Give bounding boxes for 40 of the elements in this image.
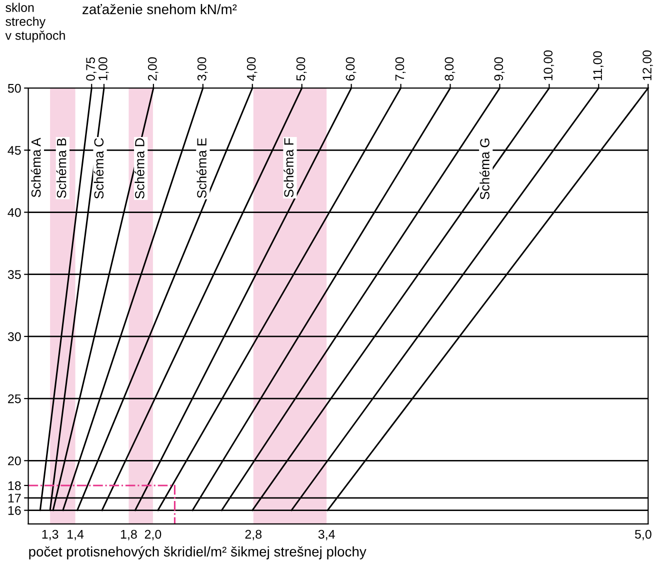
y-tick-label: 25 (8, 394, 21, 404)
y-tick-label: 16 (8, 506, 21, 515)
y-tick-label: 50 (8, 84, 21, 93)
x-tick-label: 0,75 (86, 57, 96, 81)
annotation: 1,4 (68, 530, 84, 540)
y-tick-label: 40 (8, 208, 21, 217)
x-tick-label: 3,00 (197, 57, 208, 81)
annotation: Schéma B (56, 138, 66, 198)
annotation: Schéma A (30, 138, 41, 198)
x-tick-label: 2,00 (148, 57, 158, 81)
annotation: 5,0 (634, 530, 652, 540)
y-tick-label: 45 (8, 146, 21, 155)
annotation: Schéma C (94, 138, 104, 199)
annotation: 3,4 (318, 530, 335, 540)
y-tick-label: 17 (8, 494, 21, 502)
y-tick-label: 35 (8, 270, 21, 280)
y-tick-label: 30 (8, 332, 21, 342)
text: počet protisnehových škridiel/m² šikmej strešnej plochy (29, 546, 366, 560)
x-tick-label: 5,00 (296, 57, 307, 81)
annotation: 2,0 (144, 530, 162, 540)
y-tick-label: 20 (8, 456, 21, 466)
x-tick-label: 7,00 (395, 57, 406, 80)
x-tick-label: 8,00 (444, 57, 456, 81)
annotation: Schéma E (196, 138, 206, 198)
x-tick-label: 10,00 (544, 50, 554, 80)
annotation: 1,3 (42, 530, 58, 540)
x-tick-label: 11,00 (593, 51, 604, 80)
x-tick-label: 9,00 (494, 57, 505, 81)
y-tick-label: 18 (8, 481, 21, 490)
annotation: Schéma D (134, 138, 144, 199)
x-tick-label: 6,00 (346, 57, 356, 80)
x-tick-label: 12,00 (642, 50, 653, 80)
x-tick-label: 1,00 (98, 57, 109, 80)
x-tick-label: 4,00 (246, 57, 258, 81)
annotation: 1,8 (120, 530, 137, 540)
annotation: Schéma F (284, 138, 294, 198)
annotation: Schéma G (480, 138, 490, 200)
x-axis-title: zaťaženie snehom kN/m² (82, 4, 237, 14)
annotation: 2,8 (245, 530, 262, 540)
y-axis-title: sklon strechy v stupňoch (5, 2, 65, 42)
